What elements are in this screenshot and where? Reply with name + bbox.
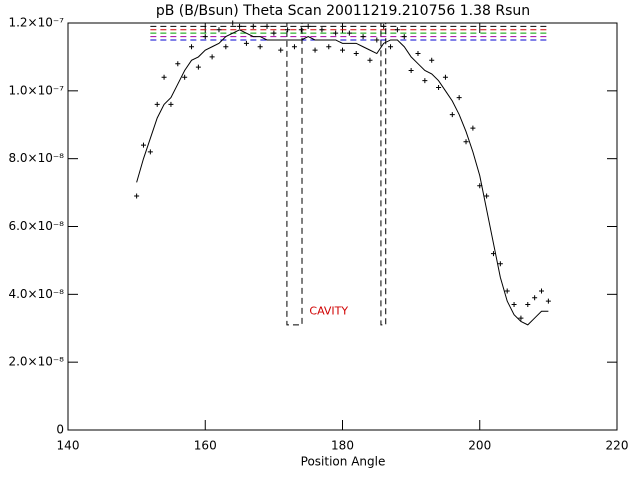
point-marker — [216, 27, 222, 33]
point-marker — [189, 44, 195, 50]
point-marker — [285, 27, 291, 33]
point-marker — [257, 44, 263, 50]
x-tick-label: 160 — [194, 439, 217, 453]
x-tick-label: 220 — [606, 439, 629, 453]
point-marker — [209, 54, 215, 60]
point-marker — [490, 251, 496, 257]
point-marker — [381, 23, 387, 29]
point-marker — [442, 74, 448, 80]
point-marker — [470, 125, 476, 131]
point-marker — [305, 23, 311, 29]
point-marker — [415, 51, 421, 57]
point-marker — [278, 47, 284, 53]
point-marker — [319, 27, 325, 33]
y-tick-label: 8.0×10⁻⁸ — [8, 151, 64, 165]
point-marker — [298, 27, 304, 33]
point-marker — [484, 193, 490, 199]
y-tick-label: 0 — [56, 423, 64, 437]
point-marker — [340, 47, 345, 53]
point-marker — [436, 84, 442, 90]
point-marker — [408, 67, 414, 73]
annotation: CAVITY — [309, 304, 348, 317]
point-marker — [497, 261, 503, 267]
point-marker — [161, 74, 167, 80]
point-marker — [539, 288, 545, 294]
point-marker — [360, 34, 366, 40]
point-marker — [264, 23, 270, 29]
point-marker — [291, 44, 297, 50]
point-marker — [456, 95, 462, 101]
point-marker — [401, 34, 407, 40]
point-marker — [545, 298, 551, 304]
point-marker — [230, 20, 236, 26]
point-marker — [333, 30, 339, 36]
y-tick-label: 1.0×10⁻⁷ — [8, 83, 64, 97]
point-marker — [532, 295, 538, 301]
point-marker — [243, 40, 249, 46]
y-tick-label: 1.2×10⁻⁷ — [8, 16, 64, 30]
y-tick-label: 4.0×10⁻⁸ — [8, 287, 64, 301]
point-marker — [202, 34, 208, 40]
x-tick-label: 200 — [468, 439, 491, 453]
point-marker — [140, 142, 146, 148]
cavity-box — [286, 22, 303, 326]
y-tick-label: 2.0×10⁻⁸ — [8, 355, 64, 369]
point-marker — [518, 315, 524, 321]
point-marker — [182, 74, 188, 80]
series-line — [136, 29, 549, 326]
point-marker — [175, 61, 181, 67]
point-marker — [449, 112, 455, 118]
x-tick-label: 140 — [57, 439, 80, 453]
point-marker — [388, 44, 394, 50]
point-marker — [504, 288, 510, 294]
y-tick-label: 6.0×10⁻⁸ — [8, 219, 64, 233]
chart-title: pB (B/Bsun) Theta Scan 20011219.210756 1… — [156, 3, 530, 19]
point-marker — [134, 193, 140, 199]
cavity-box — [380, 22, 387, 326]
point-marker — [525, 302, 531, 308]
point-marker — [429, 57, 435, 63]
point-marker — [463, 139, 469, 145]
point-marker — [312, 47, 318, 53]
point-marker — [326, 44, 332, 50]
point-marker — [250, 23, 256, 29]
point-marker — [477, 183, 483, 189]
point-marker — [223, 44, 229, 50]
point-marker — [422, 78, 428, 84]
point-marker — [237, 23, 243, 29]
point-marker — [367, 57, 373, 63]
point-marker — [154, 101, 160, 107]
point-marker — [511, 302, 517, 308]
x-axis-label: Position Angle — [301, 455, 386, 469]
point-marker — [271, 30, 277, 36]
point-marker — [195, 64, 201, 70]
point-marker — [353, 51, 359, 57]
point-marker — [168, 101, 174, 107]
point-marker — [346, 30, 352, 36]
point-marker — [147, 149, 153, 155]
x-tick-label: 180 — [331, 439, 354, 453]
point-marker — [374, 37, 380, 43]
point-marker — [394, 27, 400, 33]
